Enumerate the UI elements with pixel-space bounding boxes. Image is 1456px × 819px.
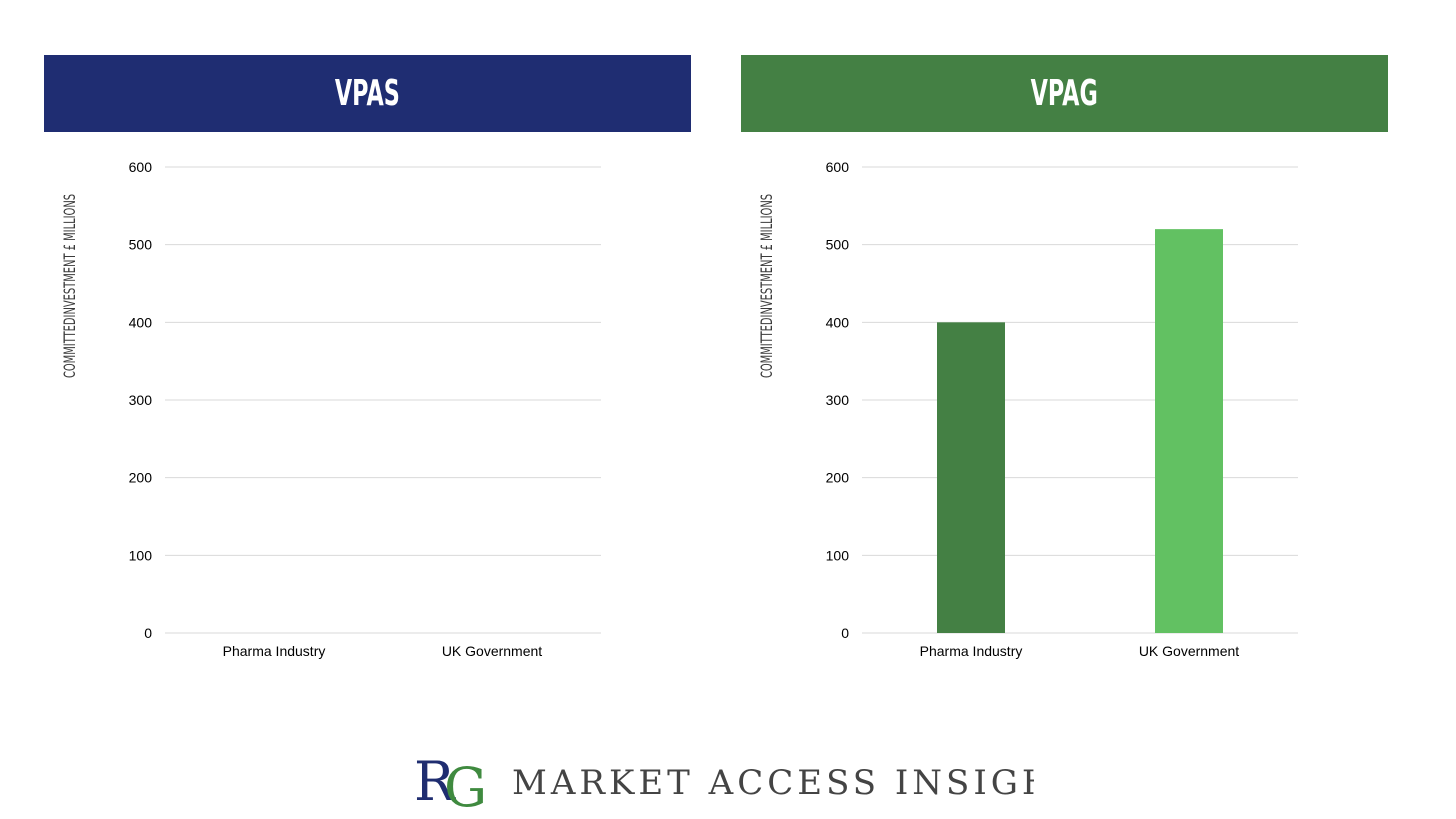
vpas-title: VPAS [335, 73, 400, 114]
category-label: UK Government [442, 643, 542, 659]
y-tick-label: 600 [129, 159, 153, 175]
vpag-header: VPAG [741, 55, 1388, 132]
y-tick-label: 100 [826, 547, 850, 563]
y-tick-label: 400 [826, 314, 850, 330]
y-tick-label: 300 [129, 392, 153, 408]
y-tick-label: 100 [129, 547, 153, 563]
y-tick-label: 0 [841, 625, 849, 641]
y-tick-label: 0 [144, 625, 152, 641]
vpas-chart: 0 100 200 300 400 500 600 Pharma Industry UK Gov… [62, 159, 601, 659]
y-tick-label: 500 [129, 237, 153, 253]
y-tick-label: 200 [129, 470, 153, 486]
vpag-title: VPAG [1030, 73, 1099, 114]
y-tick-label: 600 [826, 159, 850, 175]
bar-pharma-industry [937, 322, 1005, 633]
y-tick-label: 300 [826, 392, 850, 408]
logo-letter-r: R [414, 752, 456, 812]
y-axis-label: COMMITTEDINVESTMENT £ MILLIONS [62, 194, 80, 378]
logo-letter-g: G [444, 756, 487, 812]
y-tick-label: 500 [826, 237, 850, 253]
footer-logo: R G MARKET ACCESS INSIGHTS [414, 752, 1034, 812]
y-axis-label: COMMITTEDINVESTMENT £ MILLIONS [759, 194, 777, 378]
vpas-header: VPAS [44, 55, 691, 132]
category-label: Pharma Industry [223, 643, 326, 659]
vpag-chart: 0 100 200 300 400 500 600 Pharma Industry UK Gov… [759, 159, 1298, 659]
bar-uk-government [1155, 229, 1223, 633]
y-tick-label: 400 [129, 314, 153, 330]
category-label: Pharma Industry [920, 643, 1023, 659]
y-tick-label: 200 [826, 470, 850, 486]
category-label: UK Government [1139, 643, 1239, 659]
brand-text: MARKET ACCESS INSIGHTS [512, 763, 1034, 803]
